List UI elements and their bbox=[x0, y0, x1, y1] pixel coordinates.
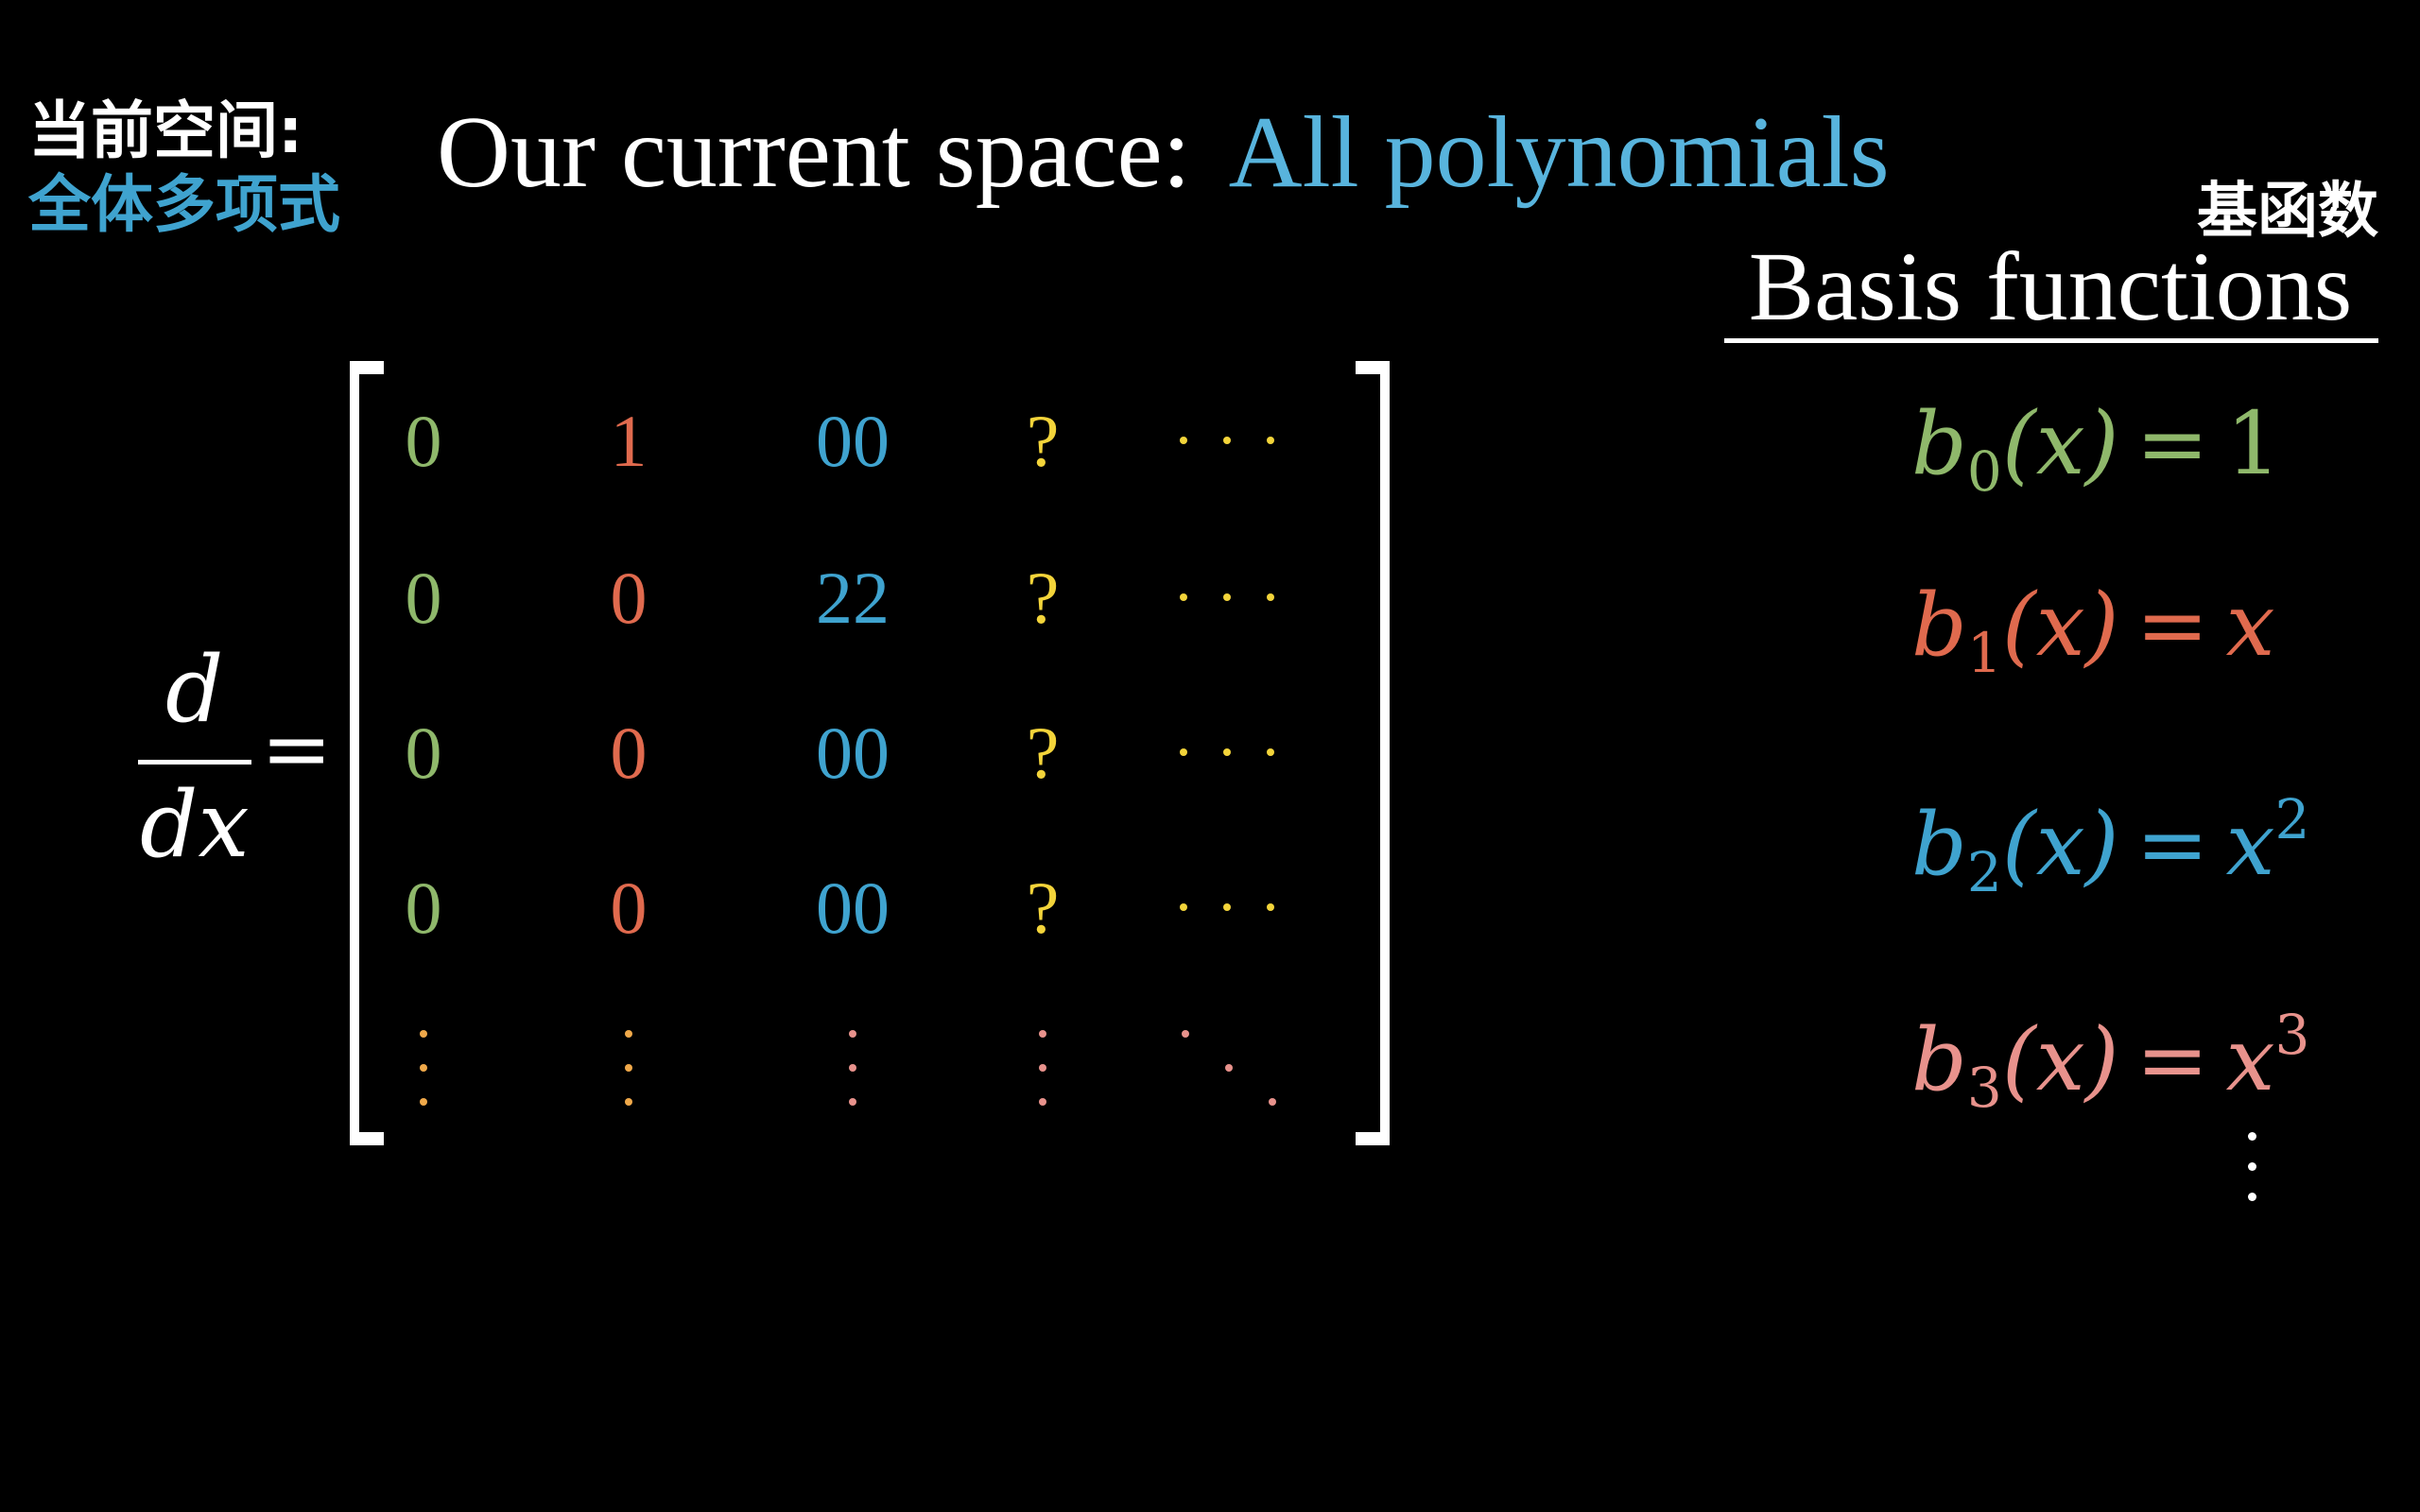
basis-exponent: 3 bbox=[2274, 1003, 2310, 1067]
basis-index: 0 bbox=[1966, 439, 2002, 504]
matrix-cell-r1-c2: 22 bbox=[816, 557, 890, 639]
matrix-left-bracket bbox=[350, 361, 384, 1145]
basis-name: b bbox=[1911, 575, 1967, 676]
title-value: All polynomials bbox=[1228, 96, 1890, 209]
matrix-cell-r1-c0: 0 bbox=[405, 557, 442, 639]
matrix-cell-r0-c2: 00 bbox=[816, 400, 890, 482]
equals-sign: = bbox=[261, 699, 333, 799]
title-label: Our current space: bbox=[437, 96, 1191, 209]
basis-header-underline bbox=[1724, 338, 2378, 343]
matrix-cell-r2-c1: 0 bbox=[610, 712, 648, 794]
matrix-vdots bbox=[1039, 1030, 1046, 1106]
matrix-hdots bbox=[1180, 748, 1278, 756]
basis-exponent: 2 bbox=[2274, 787, 2310, 851]
matrix-cell-r3-c2: 00 bbox=[816, 867, 890, 949]
basis-name: b bbox=[1911, 794, 1967, 895]
basis-argument: (x) bbox=[2001, 1009, 2119, 1110]
matrix-cell-r3-c1: 0 bbox=[610, 867, 648, 949]
basis-header-en: Basis functions bbox=[1748, 232, 2353, 341]
basis-function-b2: b2(x) = x2 bbox=[1911, 792, 2309, 900]
matrix-vdots bbox=[849, 1030, 856, 1106]
basis-function-b0: b0(x) = 1 bbox=[1911, 401, 2281, 500]
matrix-hdots bbox=[1180, 903, 1278, 911]
basis-rhs: x bbox=[2225, 1009, 2275, 1110]
basis-index: 3 bbox=[1966, 1056, 2002, 1120]
basis-argument: (x) bbox=[2001, 575, 2119, 676]
derivative-denominator: dx bbox=[140, 772, 250, 878]
basis-argument: (x) bbox=[2001, 794, 2119, 895]
matrix-cell-r1-c3: ? bbox=[1026, 557, 1060, 639]
matrix-right-bracket bbox=[1356, 361, 1390, 1145]
matrix-vdots bbox=[420, 1030, 427, 1106]
matrix-ddots bbox=[1182, 1030, 1276, 1106]
basis-index: 1 bbox=[1966, 621, 2002, 685]
matrix-cell-r2-c2: 00 bbox=[816, 712, 890, 794]
fraction-bar bbox=[138, 760, 251, 765]
matrix-hdots bbox=[1180, 437, 1278, 444]
subtitle-cn-line1: 当前空间: bbox=[28, 94, 303, 167]
matrix-cell-r1-c1: 0 bbox=[610, 557, 648, 639]
basis-function-b1: b1(x) = x bbox=[1911, 582, 2274, 681]
matrix-hdots bbox=[1180, 593, 1278, 601]
basis-header-cn: 基函数 bbox=[2197, 177, 2378, 247]
basis-argument: (x) bbox=[2001, 393, 2119, 494]
basis-name: b bbox=[1911, 393, 1967, 494]
basis-equals: = bbox=[2135, 575, 2209, 676]
basis-equals: = bbox=[2135, 393, 2209, 494]
basis-equals: = bbox=[2135, 1009, 2209, 1110]
matrix-cell-r0-c0: 0 bbox=[405, 400, 442, 482]
basis-function-b3: b3(x) = x3 bbox=[1911, 1007, 2309, 1115]
derivative-numerator: d bbox=[165, 637, 224, 743]
subtitle-cn-line2: 全体多项式 bbox=[28, 168, 340, 241]
basis-name: b bbox=[1911, 1009, 1967, 1110]
basis-continuation-vdots bbox=[2248, 1132, 2256, 1208]
matrix-cell-r0-c3: ? bbox=[1026, 400, 1060, 482]
basis-rhs: 1 bbox=[2225, 393, 2282, 494]
basis-rhs: x bbox=[2225, 794, 2275, 895]
matrix-vdots bbox=[625, 1030, 632, 1106]
page-title: Our current space: All polynomials bbox=[437, 102, 1890, 204]
basis-rhs: x bbox=[2225, 575, 2275, 676]
matrix-cell-r3-c3: ? bbox=[1026, 867, 1060, 949]
matrix-cell-r2-c3: ? bbox=[1026, 712, 1060, 794]
matrix-cell-r0-c1: 1 bbox=[610, 400, 648, 482]
matrix-cell-r2-c0: 0 bbox=[405, 712, 442, 794]
basis-index: 2 bbox=[1966, 840, 2002, 904]
basis-equals: = bbox=[2135, 794, 2209, 895]
matrix-cell-r3-c0: 0 bbox=[405, 867, 442, 949]
